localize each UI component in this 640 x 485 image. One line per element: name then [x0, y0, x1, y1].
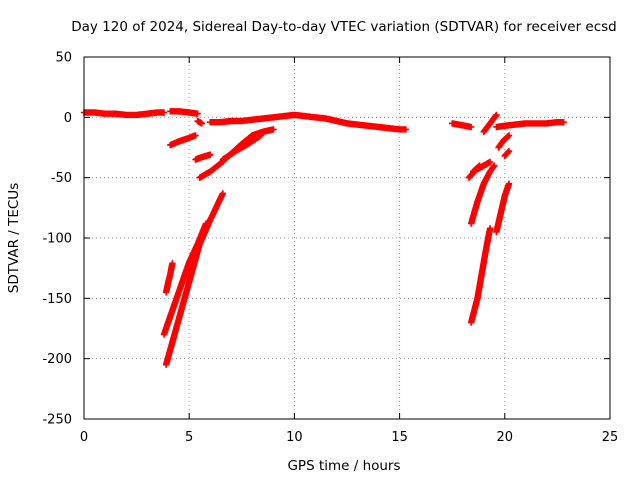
y-tick-label: 50	[55, 51, 72, 66]
x-tick-label: 5	[185, 430, 193, 445]
data-points	[470, 162, 483, 175]
series-main-band-late	[449, 120, 475, 131]
tick-labels-layer: 0 5 10 15 20 25 50 0 -50 -100 -150 -200 -250	[42, 51, 618, 446]
data-points	[167, 132, 199, 149]
x-tick-label: 25	[602, 430, 619, 445]
x-tick-label: 0	[80, 430, 88, 445]
series-arc-o	[480, 111, 500, 135]
y-tick-label: -100	[42, 232, 72, 247]
data-points	[160, 220, 210, 338]
data-points	[467, 225, 494, 326]
data-points	[449, 120, 475, 131]
series-arc-h	[194, 117, 205, 127]
chart-title: Day 120 of 2024, Sidereal Day-to-day VTE…	[71, 19, 617, 35]
series-arc-m	[495, 132, 513, 151]
data-points	[493, 119, 567, 131]
series-main-band-early	[80, 109, 168, 119]
series-main-band-early-2	[167, 108, 201, 117]
data-points	[495, 132, 513, 151]
data-points	[501, 147, 513, 160]
series-arc-p	[501, 147, 513, 160]
y-tick-label: 0	[64, 111, 72, 126]
y-tick-label: -250	[42, 413, 72, 428]
series-arc-k	[467, 225, 494, 326]
points-layer	[80, 108, 567, 368]
series-arc-n	[470, 162, 483, 175]
data-points	[493, 180, 513, 236]
x-tick-label: 10	[286, 430, 303, 445]
x-tick-label: 15	[391, 430, 408, 445]
series-main-band-mid	[207, 111, 410, 133]
series-arc-l	[493, 180, 513, 236]
series-arc-e	[192, 151, 214, 163]
data-points	[207, 111, 410, 133]
data-points	[162, 260, 176, 296]
series-arc-a	[162, 260, 176, 296]
data-points	[467, 162, 498, 227]
data-points	[480, 111, 500, 135]
data-points	[167, 108, 201, 117]
data-points	[219, 132, 264, 163]
ticks-layer	[83, 56, 611, 420]
x-axis-label: GPS time / hours	[287, 458, 400, 474]
series-arc-j	[467, 162, 498, 227]
y-tick-label: -150	[42, 292, 72, 307]
series-arc-g	[219, 132, 264, 163]
x-tick-label: 20	[497, 430, 514, 445]
y-tick-label: -200	[42, 352, 72, 367]
data-points	[192, 151, 214, 163]
series-arc-c	[160, 220, 210, 338]
series-arc-d	[167, 132, 199, 149]
series-main-band-late-2	[493, 119, 567, 131]
data-points	[194, 117, 205, 127]
y-axis-label: SDTVAR / TECUs	[6, 183, 22, 293]
data-points	[80, 109, 168, 119]
y-tick-label: -50	[51, 171, 72, 186]
